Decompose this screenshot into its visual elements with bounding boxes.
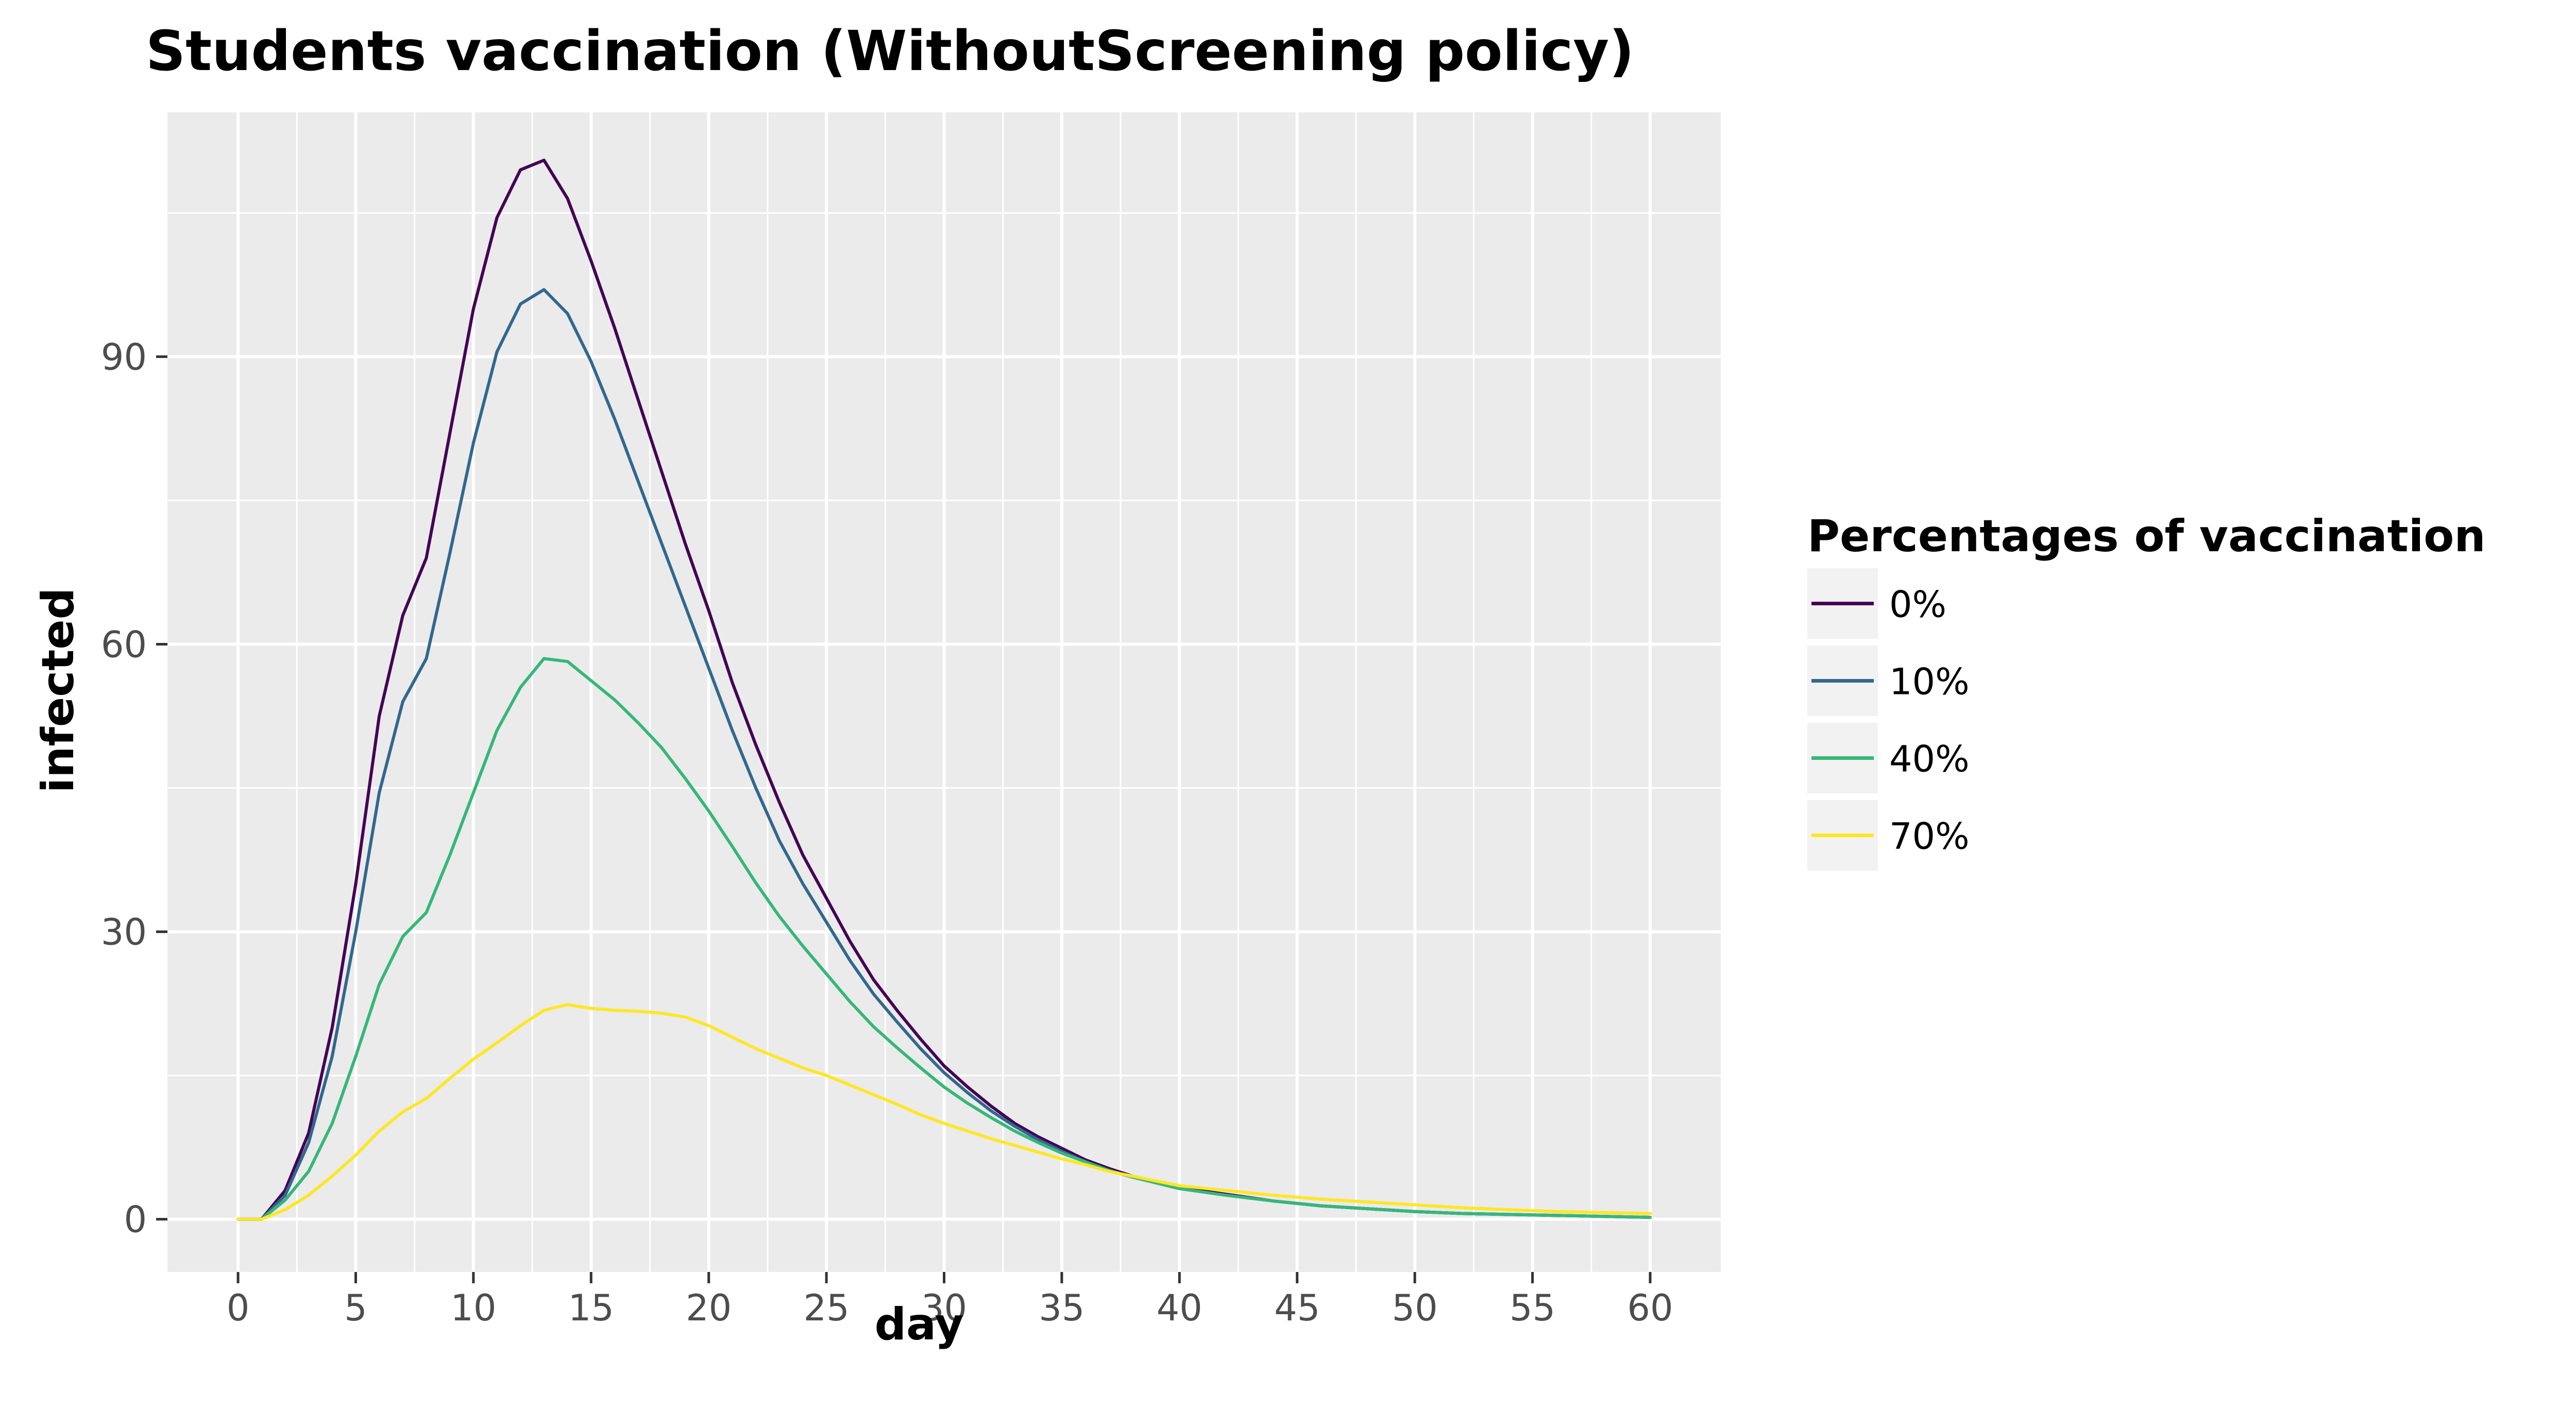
legend-label: 40% <box>1889 738 1970 780</box>
series-lines <box>236 159 1652 1221</box>
series-line-40pct <box>236 657 1652 1221</box>
x-tick-label: 0 <box>227 1287 250 1329</box>
y-tick-label: 90 <box>101 336 147 378</box>
chart-title: Students vaccination (WithoutScreening p… <box>146 20 1634 83</box>
x-axis-title: day <box>874 1299 963 1350</box>
x-tick-label: 40 <box>1157 1287 1202 1329</box>
x-tick-label: 45 <box>1274 1287 1320 1329</box>
x-tick-label: 25 <box>804 1287 850 1329</box>
legend-label: 10% <box>1889 661 1970 703</box>
y-axis: 0 30 60 90 <box>101 336 167 1241</box>
x-tick-label: 20 <box>686 1287 732 1329</box>
y-tick-label: 30 <box>101 911 147 954</box>
legend-label: 0% <box>1889 584 1946 626</box>
x-tick-label: 5 <box>344 1287 367 1329</box>
x-tick-label: 55 <box>1510 1287 1555 1329</box>
x-tick-label: 10 <box>450 1287 496 1329</box>
x-axis: 0 5 10 15 20 25 30 35 40 45 50 55 60 <box>227 1272 1673 1329</box>
y-tick-label: 0 <box>124 1199 147 1241</box>
legend: Percentages of vaccination 0% 10% 40% 70% <box>1807 511 2486 871</box>
x-tick-label: 30 <box>921 1287 967 1329</box>
legend-title: Percentages of vaccination <box>1807 511 2486 562</box>
y-axis-title: infected <box>32 588 84 793</box>
grid-major <box>167 112 1721 1272</box>
x-tick-label: 35 <box>1039 1287 1084 1329</box>
x-tick-label: 60 <box>1627 1287 1673 1329</box>
y-tick-label: 60 <box>101 623 147 666</box>
legend-label: 70% <box>1889 816 1970 858</box>
series-line-70pct <box>236 1003 1652 1221</box>
x-tick-label: 50 <box>1392 1287 1438 1329</box>
x-tick-label: 15 <box>568 1287 614 1329</box>
